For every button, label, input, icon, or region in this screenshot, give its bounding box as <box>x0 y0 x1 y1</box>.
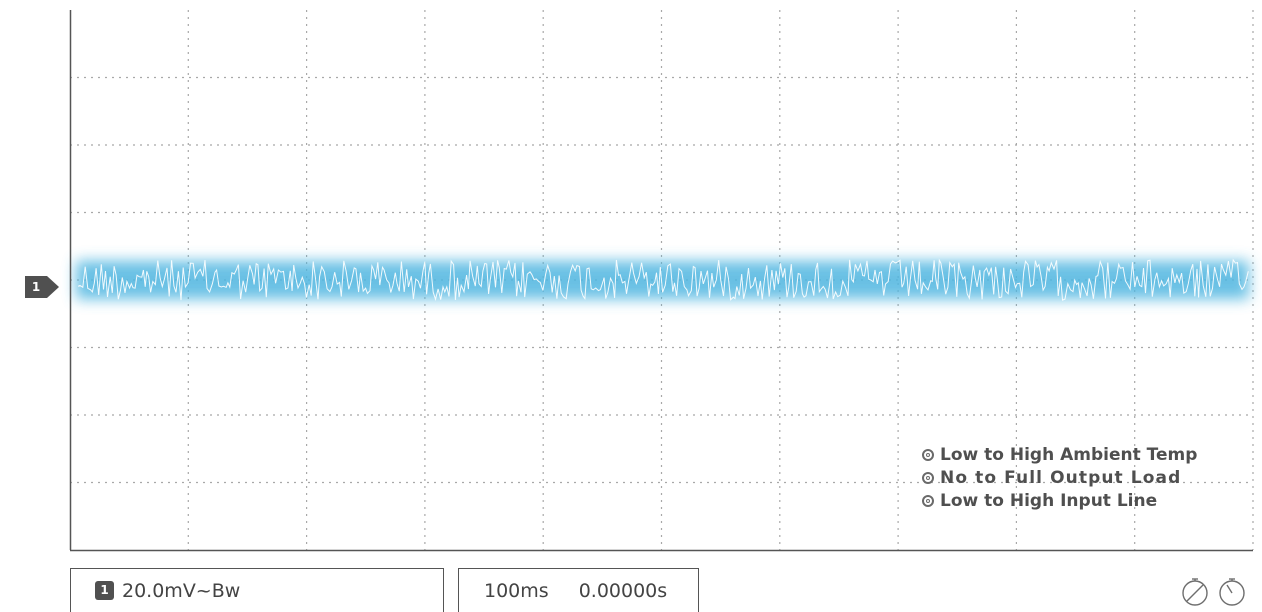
channel-badge: 1 <box>95 581 114 600</box>
legend: Low to High Ambient Temp No to Full Outp… <box>922 443 1197 512</box>
channel-status-panel[interactable]: 1 20.0mV~Bw <box>70 568 444 612</box>
legend-label: Low to High Input Line <box>940 490 1158 511</box>
target-icon <box>922 471 934 484</box>
legend-item: Low to High Input Line <box>922 489 1197 512</box>
channel-1-marker: 1 <box>25 276 61 298</box>
channel-marker-label: 1 <box>25 276 47 298</box>
target-icon <box>922 494 934 507</box>
legend-label: Low to High Ambient Temp <box>940 444 1198 465</box>
signal-trace <box>76 258 1249 302</box>
channel-scale-readout: 20.0mV~Bw <box>122 579 241 602</box>
channel-marker-arrow <box>47 276 59 298</box>
legend-item: Low to High Ambient Temp <box>922 443 1197 466</box>
legend-label: No to Full Output Load <box>940 467 1182 488</box>
trigger-offset-readout: 0.00000s <box>578 579 668 602</box>
stopwatch-icon[interactable] <box>1219 578 1245 606</box>
legend-item: No to Full Output Load <box>922 466 1197 489</box>
trace-line <box>77 258 1249 302</box>
target-icon <box>922 448 934 461</box>
timebase-readout: 100ms <box>484 579 549 602</box>
stopwatch-slash-icon[interactable] <box>1182 578 1208 606</box>
measurement-icons <box>1176 575 1252 607</box>
trace-glow <box>76 260 1249 300</box>
timebase-status-panel[interactable]: 100ms 0.00000s <box>458 568 699 612</box>
